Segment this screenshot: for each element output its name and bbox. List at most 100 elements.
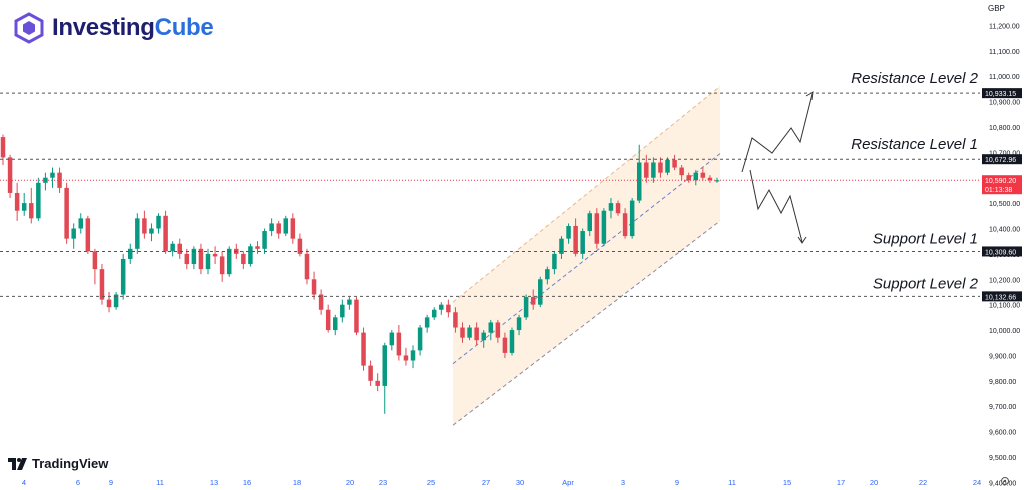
settings-icon[interactable]	[1000, 476, 1010, 486]
candle-body	[262, 231, 267, 249]
candle-body	[241, 253, 246, 265]
y-tick-label: 10,000.00	[989, 328, 1020, 335]
candle-body	[545, 269, 550, 280]
x-tick-label: 23	[379, 478, 387, 487]
level-price-tag: 10,933.15	[985, 91, 1016, 98]
level-label: Support Level 1	[873, 230, 978, 247]
candle-body	[163, 215, 168, 252]
current-price-countdown: 01:13:38	[985, 187, 1012, 194]
y-tick-label: 9,600.00	[989, 430, 1016, 437]
candle-body	[135, 218, 140, 249]
x-tick-label: 11	[156, 478, 164, 487]
candle-body	[714, 180, 720, 182]
x-tick-label: 24	[973, 478, 981, 487]
candle-body	[629, 200, 635, 237]
candle-body	[417, 327, 423, 351]
tradingview-icon	[8, 457, 27, 470]
candle-body	[311, 279, 317, 295]
level-label: Resistance Level 1	[851, 136, 978, 153]
level-price-tag-bg	[982, 154, 1022, 165]
candle-body	[594, 213, 600, 244]
candle-body	[177, 243, 182, 254]
candle-body	[559, 238, 564, 254]
candle-body	[0, 137, 6, 158]
x-tick-label: 17	[837, 478, 845, 487]
candle-body	[403, 355, 409, 361]
y-tick-label: 9,800.00	[989, 379, 1016, 386]
candle-body	[318, 294, 324, 310]
y-tick-label: 10,400.00	[989, 226, 1020, 233]
cube-logo-icon	[14, 12, 44, 44]
candle-body	[439, 304, 444, 310]
candle-body	[644, 162, 649, 178]
candle-body	[615, 203, 621, 214]
current-price-tag: 10,590.20	[985, 178, 1016, 185]
candle-body	[700, 172, 706, 178]
candle-body	[375, 380, 380, 386]
candle-body	[64, 187, 69, 239]
brand-logo: InvestingCube	[14, 10, 214, 46]
candle-body	[226, 248, 232, 275]
candle-body	[106, 299, 112, 308]
candle-body	[248, 246, 253, 265]
level-price-tag: 10,672.96	[985, 157, 1016, 164]
candle-body	[509, 330, 515, 353]
candle-body	[488, 322, 494, 333]
candle-body	[340, 304, 345, 318]
candle-body	[672, 159, 677, 168]
candle-body	[467, 327, 472, 338]
candle-body	[99, 269, 105, 300]
candle-body	[14, 192, 20, 211]
candle-body	[446, 304, 451, 313]
candle-body	[290, 218, 296, 239]
candle-body	[495, 322, 501, 338]
candle-body	[325, 309, 331, 331]
x-tick-label: 15	[783, 478, 791, 487]
candle-body	[453, 312, 458, 328]
candle-body	[396, 332, 402, 356]
level-price-tag-bg	[982, 291, 1022, 302]
candle-body	[573, 225, 578, 254]
candle-body	[205, 253, 211, 270]
candle-body	[601, 210, 607, 244]
candle-body	[622, 213, 628, 237]
y-tick-label: 10,800.00	[989, 125, 1020, 132]
candle-body	[707, 177, 713, 181]
currency-label: GBP	[988, 4, 1005, 13]
candle-body	[170, 243, 175, 252]
candle-body	[566, 225, 571, 239]
candle-body	[693, 172, 699, 181]
level-price-tag: 10,132.66	[985, 294, 1016, 301]
candle-body	[29, 203, 34, 219]
candle-body	[368, 365, 373, 381]
candle-body	[608, 203, 614, 211]
level-price-tag: 10,309.60	[985, 249, 1016, 256]
candle-body	[212, 253, 218, 257]
x-tick-label: 11	[728, 478, 736, 487]
level-label: Resistance Level 2	[851, 70, 978, 87]
candle-body	[7, 157, 13, 193]
bullish-arrow-head-icon	[805, 91, 814, 101]
candle-body	[410, 350, 416, 361]
x-tick-label: 18	[293, 478, 301, 487]
y-tick-label: 9,500.00	[989, 455, 1016, 462]
candle-body	[36, 182, 41, 219]
candle-body	[389, 332, 395, 346]
candle-body	[679, 167, 684, 176]
candle-body	[149, 228, 154, 234]
candle-body	[184, 253, 190, 265]
bearish-arrow-head-icon	[797, 236, 807, 244]
candle-body	[481, 332, 486, 341]
channel-upper-line	[452, 85, 721, 303]
candle-body	[71, 228, 76, 239]
channel-lower-line	[452, 220, 721, 426]
channel-mid-line	[452, 153, 721, 365]
candle-body	[333, 317, 338, 331]
x-tick-label: 13	[210, 478, 218, 487]
candle-body	[431, 309, 437, 318]
y-tick-label: 11,000.00	[989, 74, 1020, 81]
candle-body	[502, 337, 508, 353]
candle-body	[142, 218, 147, 234]
candle-body	[113, 294, 119, 308]
